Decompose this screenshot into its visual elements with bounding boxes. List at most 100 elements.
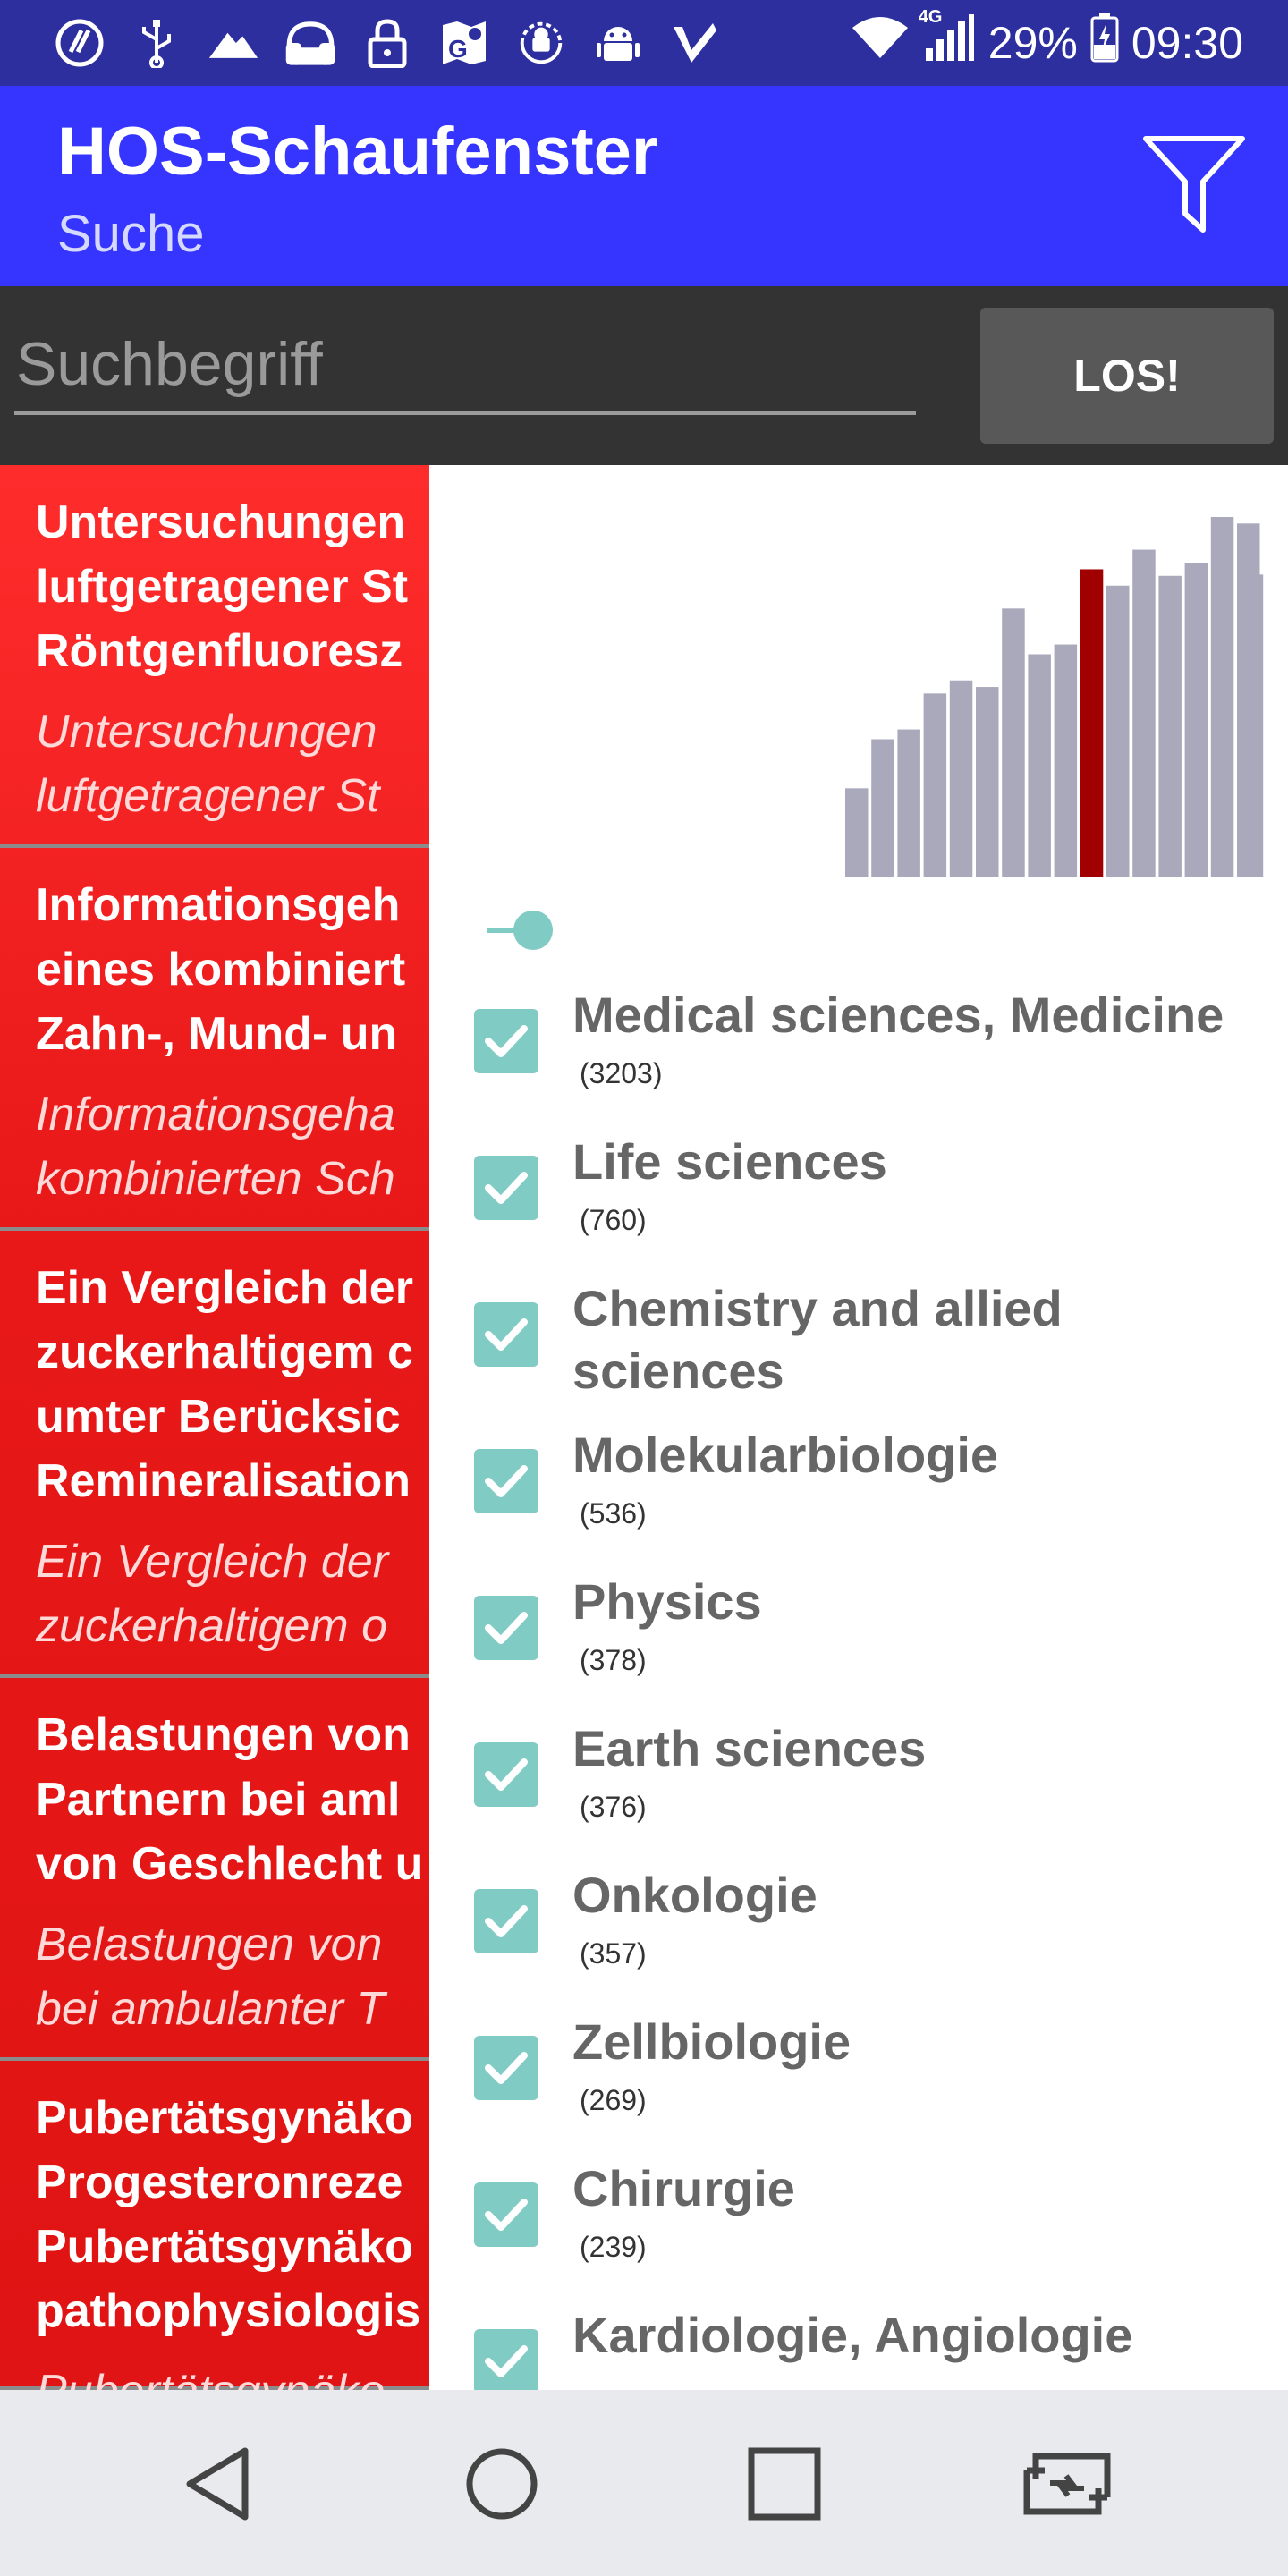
year-range-slider[interactable] (483, 903, 572, 957)
result-title-line: zuckerhaltigem c (36, 1326, 413, 1378)
back-button[interactable] (161, 2426, 277, 2542)
result-title-line: umter Berücksic (36, 1391, 401, 1443)
category-count: (376) (580, 1791, 647, 1823)
histogram-bar[interactable] (1106, 585, 1130, 877)
category-count: (357) (580, 1937, 647, 1970)
switch-app-icon (1023, 2453, 1111, 2515)
category-checkbox[interactable] (474, 1009, 538, 1073)
result-title-line: Pubertätsgynäko (36, 2221, 413, 2273)
histogram-bar[interactable] (1054, 644, 1078, 877)
histogram-bar[interactable] (1158, 575, 1182, 877)
category-checkbox[interactable] (474, 1156, 538, 1220)
app-title: HOS-Schaufenster (57, 114, 658, 190)
histogram-bar[interactable] (897, 729, 920, 877)
year-histogram[interactable] (429, 465, 1288, 894)
result-subtitle-line: bei ambulanter T (36, 1983, 386, 2035)
category-checkbox[interactable] (474, 1449, 538, 1513)
back-icon (186, 2447, 249, 2521)
category-checkbox[interactable] (474, 2329, 538, 2390)
result-title-line: Zahn-, Mund- un (36, 1008, 398, 1060)
headphones-icon (284, 17, 336, 69)
usb-icon (131, 17, 182, 69)
category-filter-item[interactable]: Medical sciences, Medicine (3203) (429, 966, 1288, 1113)
slider-handle[interactable] (513, 911, 553, 950)
category-filter-item[interactable]: Earth sciences (376) (429, 1699, 1288, 1846)
checkmark-icon (485, 1172, 528, 1204)
histogram-bar[interactable] (1184, 563, 1208, 877)
category-checkbox[interactable] (474, 1596, 538, 1660)
histogram-bar[interactable] (1237, 523, 1260, 877)
status-notification-icons: G (54, 16, 721, 70)
result-item[interactable]: Ein Vergleich der zuckerhaltigem c umter B… (0, 1231, 429, 1678)
category-count: (536) (580, 1497, 647, 1530)
category-checkbox[interactable] (474, 2182, 538, 2247)
results-list[interactable]: Untersuchungen luftgetragener St Röntgenfl… (0, 465, 429, 2390)
category-name: Earth sciences (572, 1720, 927, 1776)
category-count: (3203) (580, 1057, 663, 1089)
recents-icon (748, 2447, 821, 2521)
result-subtitle-line: Belastungen von (36, 1919, 383, 1970)
category-filter-item[interactable]: Life sciences (760) (429, 1113, 1288, 1259)
category-name: Physics (572, 1573, 762, 1630)
histogram-bar[interactable] (845, 788, 869, 877)
histogram-bar[interactable] (1028, 654, 1051, 877)
category-name: Zellbiologie (572, 2013, 852, 2070)
search-input[interactable] (14, 317, 916, 415)
histogram-bar[interactable] (1132, 549, 1156, 877)
android-icon (592, 17, 644, 69)
filter-icon (1143, 136, 1245, 233)
checkmark-icon (485, 1758, 528, 1791)
category-count: (269) (580, 2084, 647, 2116)
category-checkbox[interactable] (474, 1742, 538, 1807)
home-icon (466, 2448, 538, 2520)
histogram-bar[interactable] (1002, 608, 1025, 877)
result-item[interactable]: Belastungen von Partnern bei aml von Gesch… (0, 1678, 429, 2061)
histogram-bar[interactable] (949, 680, 973, 877)
result-title-line: Partnern bei aml (36, 1774, 401, 1826)
result-item[interactable]: Untersuchungen luftgetragener St Röntgenfl… (0, 465, 429, 848)
histogram-bar[interactable] (871, 739, 894, 877)
checkmark-icon (485, 1318, 528, 1351)
category-checkbox[interactable] (474, 1889, 538, 1953)
result-subtitle-line: zuckerhaltigem o (36, 1600, 388, 1652)
switch-app-button[interactable] (1009, 2426, 1125, 2542)
category-filter-item[interactable]: Physics (378) (429, 1553, 1288, 1699)
category-filter-item[interactable]: Chirurgie (239) (429, 2140, 1288, 2286)
result-title-line: Informationsgeh (36, 879, 401, 931)
result-title-line: pathophysiologis (36, 2285, 421, 2337)
category-name: Kardiologie, Angiologie (572, 2307, 1133, 2363)
histogram-bar[interactable] (923, 693, 947, 877)
histogram-bar[interactable] (976, 687, 999, 877)
android-debug-icon (515, 17, 567, 69)
category-checkbox[interactable] (474, 1302, 538, 1367)
result-subtitle-line: kombinierten Sch (36, 1153, 395, 1205)
result-item[interactable]: Informationsgeh eines kombiniert Zahn-, Mu… (0, 848, 429, 1231)
lock-icon (361, 17, 413, 69)
category-checkbox[interactable] (474, 2036, 538, 2100)
wifi-icon (851, 15, 910, 71)
result-title-line: Remineralisation (36, 1455, 411, 1507)
category-filter-item[interactable]: Onkologie (357) (429, 1846, 1288, 1993)
app-bar: HOS-Schaufenster Suche (0, 86, 1288, 286)
result-subtitle-line: Ein Vergleich der (36, 1536, 389, 1588)
system-nav-bar (0, 2390, 1288, 2576)
checkmark-icon (485, 2345, 528, 2377)
category-name: Onkologie (572, 1867, 818, 1923)
result-item[interactable]: Pubertätsgynäko Progesteronreze Pubertätsg… (0, 2061, 429, 2390)
app-subtitle: Suche (57, 205, 205, 263)
filter-button[interactable] (1136, 127, 1252, 243)
result-title-line: eines kombiniert (36, 944, 406, 996)
category-filter-item[interactable]: Molekularbiologie (536) (429, 1406, 1288, 1553)
category-filter-item[interactable]: Chemistry and allied sciences (429, 1259, 1288, 1406)
category-filter-item[interactable]: Kardiologie, Angiologie (429, 2286, 1288, 2390)
search-go-button[interactable]: LOS! (980, 308, 1274, 444)
histogram-bar[interactable] (1210, 517, 1234, 877)
home-button[interactable] (444, 2426, 560, 2542)
histogram-bar-selected[interactable] (1080, 569, 1104, 877)
app-logo-icon (54, 17, 106, 69)
checkmark-icon (485, 2199, 528, 2231)
recents-button[interactable] (726, 2426, 843, 2542)
battery-charging-icon (1090, 13, 1119, 73)
category-filter-item[interactable]: Zellbiologie (269) (429, 1993, 1288, 2140)
result-subtitle-line: Informationsgeha (36, 1089, 395, 1140)
